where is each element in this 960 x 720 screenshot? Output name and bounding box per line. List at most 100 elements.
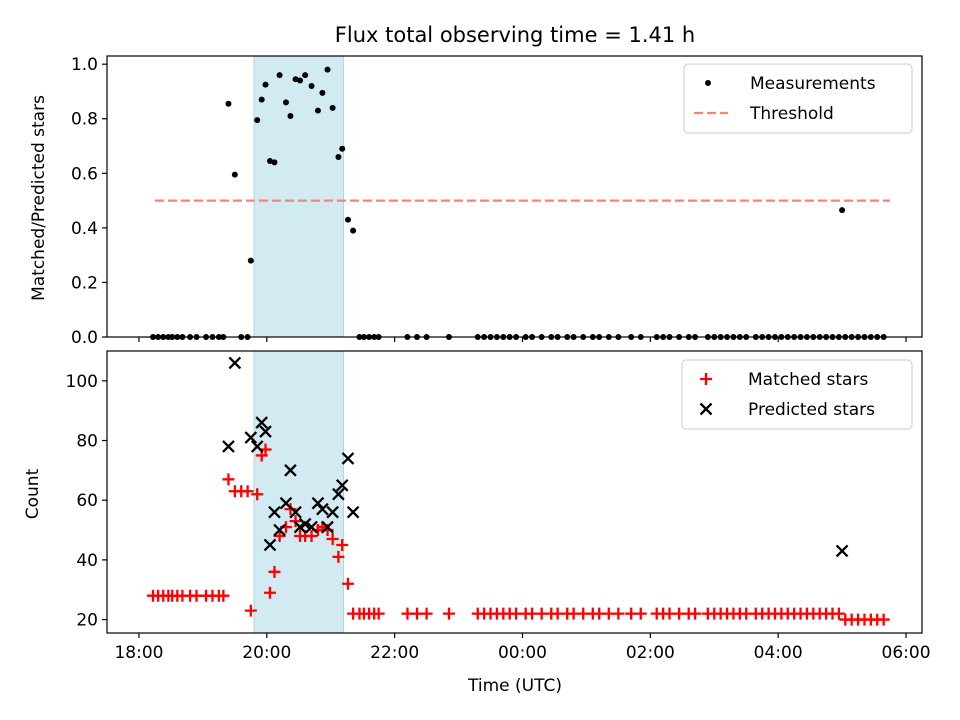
predicted-star-point	[244, 431, 258, 444]
matched-star-point	[251, 488, 264, 501]
measurement-point	[258, 96, 265, 103]
measurement-point	[276, 72, 283, 79]
highlight-span	[253, 55, 345, 338]
measurement-point	[262, 81, 269, 88]
measurement-point	[314, 107, 321, 114]
measurement-point	[839, 207, 846, 214]
y-tick-label: 0.8	[71, 110, 98, 130]
matched-star-point	[689, 607, 702, 620]
predicted-star-point	[222, 440, 235, 453]
measurement-point	[329, 104, 336, 111]
y-tick-label: 40	[76, 551, 98, 571]
predicted-star-point	[321, 520, 334, 534]
matched-star-point	[877, 613, 890, 626]
matched-star-point	[273, 530, 286, 543]
matched-star-point	[336, 538, 349, 551]
x-tick-label: 00:00	[498, 643, 547, 663]
predicted-star-point	[279, 496, 293, 510]
predicted-star-point	[284, 464, 297, 477]
measurement-point	[308, 83, 315, 90]
measurement-point	[319, 89, 326, 96]
matched-star-point	[442, 607, 455, 620]
measurement-point	[335, 153, 342, 160]
measurement-point	[271, 159, 278, 166]
legend-label: Matched stars	[748, 370, 868, 390]
matched-star-point	[305, 530, 318, 543]
measurement-point	[302, 72, 309, 79]
x-tick-label: 22:00	[370, 643, 419, 663]
legend-label: Measurements	[750, 74, 876, 94]
predicted-star-point	[250, 440, 264, 453]
highlight-span	[253, 350, 345, 634]
predicted-star-point	[341, 452, 355, 465]
y-tick-label: 0.6	[71, 164, 98, 184]
predicted-star-point	[835, 544, 849, 558]
predicted-star-point	[273, 523, 286, 537]
x-axis-label: Time (UTC)	[467, 676, 562, 696]
matched-star-point	[634, 607, 647, 620]
legend-label: Predicted stars	[748, 400, 875, 420]
axes-frame	[106, 55, 923, 338]
legend-marker-matched	[700, 373, 712, 385]
legend-marker-measurements	[705, 80, 711, 86]
legend-box	[681, 359, 913, 430]
x-tick-label: 02:00	[626, 643, 675, 663]
x-tick-label: 04:00	[754, 643, 803, 663]
measurement-point	[247, 257, 254, 264]
y-tick-label: 0.0	[71, 328, 98, 348]
y-tick-label: 100	[66, 372, 98, 392]
matched-star-point	[264, 586, 276, 599]
y-tick-label: 20	[76, 611, 98, 631]
y-tick-label: 60	[76, 491, 98, 511]
predicted-star-point	[259, 425, 272, 438]
matched-star-point	[217, 589, 230, 602]
measurement-point	[297, 77, 304, 84]
matched-star-point	[332, 550, 345, 563]
axes-frame	[106, 350, 923, 634]
matched-star-point	[222, 473, 235, 486]
chart-title: Flux total observing time = 1.41 h	[335, 23, 695, 47]
legend-label: Threshold	[749, 104, 834, 124]
predicted-star-point	[305, 520, 318, 534]
matched-star-point	[241, 485, 254, 498]
matched-star-point	[326, 533, 339, 545]
y-tick-label: 0.4	[71, 219, 98, 239]
measurement-point	[254, 117, 261, 124]
measurement-point	[225, 100, 232, 107]
x-tick-label: 06:00	[882, 643, 931, 663]
y-tick-label: 0.2	[71, 273, 98, 293]
measurement-point	[344, 216, 351, 223]
matched-star-point	[832, 607, 845, 620]
measurement-point	[339, 145, 346, 152]
predicted-star-point	[326, 505, 339, 519]
matched-star-point	[612, 607, 625, 620]
measurement-point	[231, 171, 238, 178]
measurement-point	[350, 227, 357, 234]
top-y-axis-label: Matched/Predicted stars	[29, 95, 49, 301]
legend-box	[683, 63, 913, 134]
measurement-point	[282, 99, 289, 106]
matched-star-point	[372, 607, 385, 620]
x-tick-label: 18:00	[114, 643, 163, 663]
top-axes: 0.0 0.2 0.4 0.6 0.8 1.0 Measurements Threshold	[71, 55, 923, 348]
predicted-star-point	[346, 505, 360, 519]
y-tick-label: 1.0	[71, 55, 98, 75]
matched-star-point	[341, 577, 354, 590]
predicted-star-point	[268, 505, 281, 519]
predicted-star-point	[263, 538, 277, 552]
predicted-star-point	[332, 487, 345, 501]
predicted-star-point	[298, 517, 312, 531]
measurement-point	[324, 66, 331, 73]
matched-star-point	[268, 565, 281, 578]
bottom-axes: 20 40 60 80 100 18:00 20:00 22:00 00:00 02:00 04:0…	[66, 350, 931, 663]
predicted-star-point	[335, 478, 349, 492]
x-tick-label: 20:00	[242, 643, 291, 663]
bottom-y-axis-label: Count	[23, 468, 43, 519]
matched-star-point	[420, 607, 433, 620]
y-tick-label: 80	[76, 432, 98, 452]
predicted-star-point	[228, 356, 242, 370]
predicted-star-point	[255, 416, 269, 429]
legend-marker-predicted	[699, 402, 713, 416]
matched-star-point	[244, 604, 257, 617]
